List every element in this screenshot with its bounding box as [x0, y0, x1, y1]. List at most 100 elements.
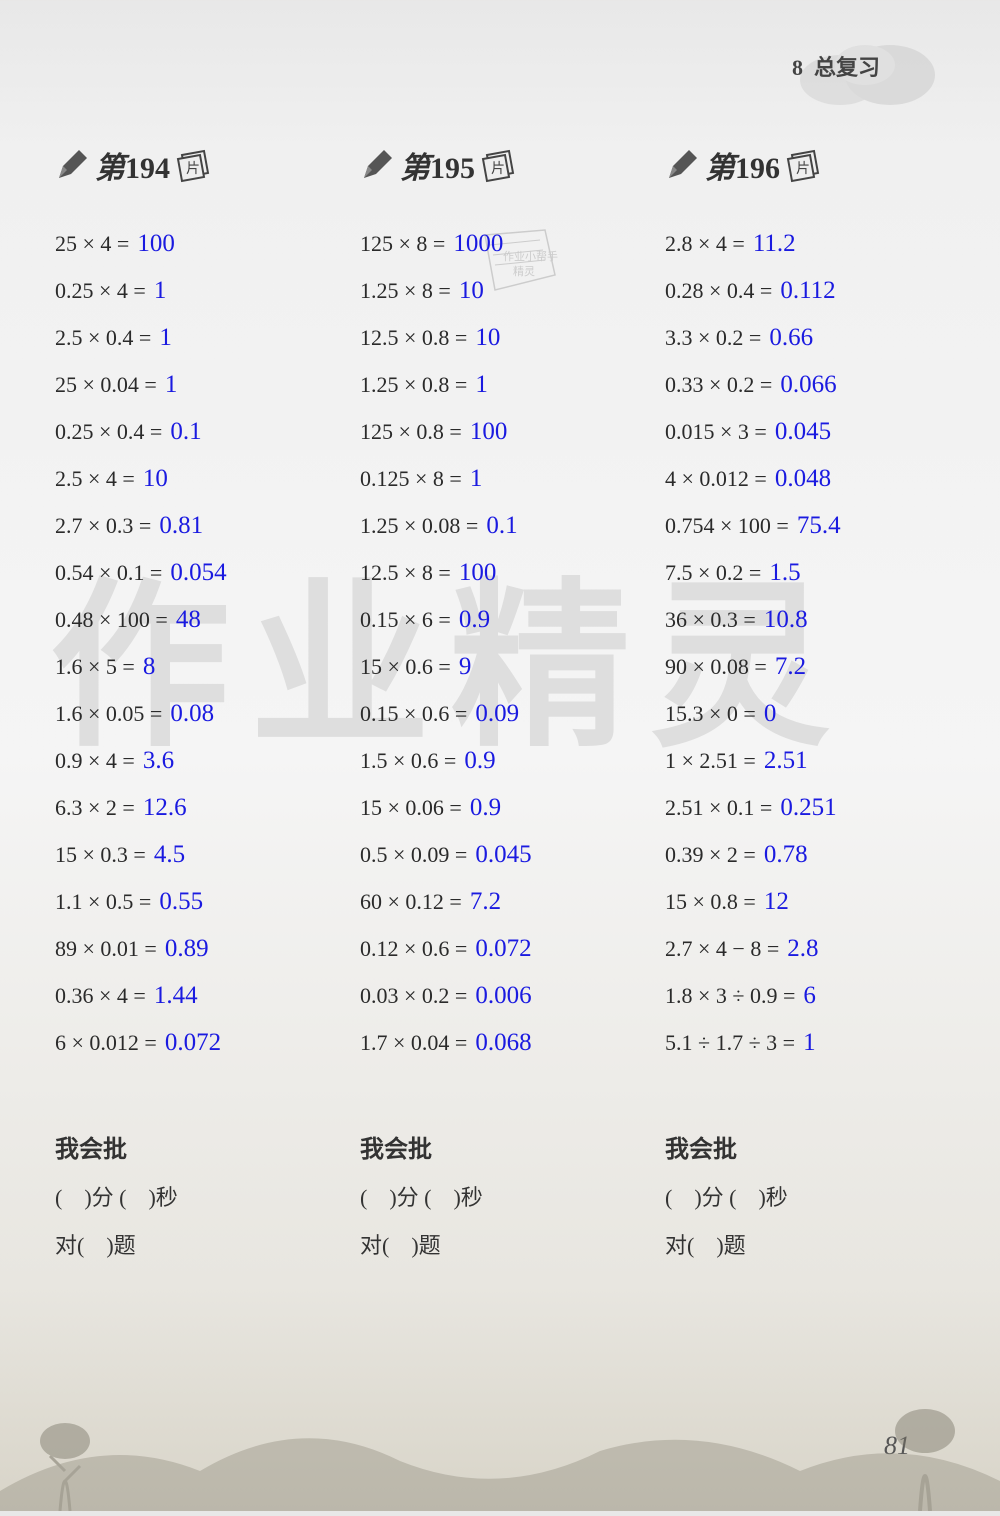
problem-row: 6 × 0.012 =0.072: [55, 1019, 350, 1066]
expression: 1.6 × 5 =: [55, 643, 135, 690]
problem-row: 90 × 0.08 =7.2: [665, 643, 960, 690]
answer: 9: [459, 643, 472, 690]
pencil-icon: [55, 148, 89, 182]
expression: 0.25 × 0.4 =: [55, 408, 162, 455]
rows: 2.8 × 4 =11.20.28 × 0.4 =0.1123.3 × 0.2 …: [665, 220, 960, 1066]
expression: 25 × 0.04 =: [55, 361, 157, 408]
answer: 0.9: [470, 784, 501, 831]
problem-row: 2.5 × 0.4 =1: [55, 314, 350, 361]
column-0: 第194 片 25 × 4 =1000.25 × 4 =12.5 × 0.4 =…: [55, 140, 350, 1270]
page-num: 195: [430, 152, 475, 186]
problem-row: 0.25 × 0.4 =0.1: [55, 408, 350, 455]
expression: 0.125 × 8 =: [360, 455, 462, 502]
grading-block: 我会批( )分 ( )秒对( )题: [665, 1126, 960, 1270]
expression: 25 × 4 =: [55, 220, 129, 267]
problem-row: 15 × 0.3 =4.5: [55, 831, 350, 878]
answer: 1: [159, 314, 172, 361]
page-header: 8 总复习: [792, 50, 880, 82]
problem-row: 1.25 × 8 =10: [360, 267, 655, 314]
problem-row: 0.9 × 4 = 3.6: [55, 737, 350, 784]
expression: 0.54 × 0.1 =: [55, 549, 162, 596]
problem-row: 1.1 × 0.5 =0.55: [55, 878, 350, 925]
answer: 100: [137, 220, 175, 267]
expression: 4 × 0.012 =: [665, 455, 767, 502]
problem-row: 15 × 0.06 =0.9: [360, 784, 655, 831]
unit-number: 8: [792, 55, 803, 80]
expression: 7.5 × 0.2 =: [665, 549, 761, 596]
expression: 89 × 0.01 =: [55, 925, 157, 972]
grading-time: ( )分 ( )秒: [55, 1174, 350, 1222]
card-icon: 片: [176, 147, 212, 183]
page-label: 第194: [95, 143, 170, 187]
answer: 48: [176, 596, 201, 643]
grading-time: ( )分 ( )秒: [360, 1174, 655, 1222]
expression: 125 × 8 =: [360, 220, 445, 267]
problem-row: 6.3 × 2 =12.6: [55, 784, 350, 831]
answer: 1: [475, 361, 488, 408]
problem-row: 12.5 × 0.8 =10: [360, 314, 655, 361]
answer: 12.6: [143, 784, 187, 831]
answer: 8: [143, 643, 156, 690]
column-1: 第195 片 125 × 8 =10001.25 × 8 =1012.5 × 0…: [360, 140, 655, 1270]
answer: 3.6: [143, 737, 174, 784]
answer: 0.9: [464, 737, 495, 784]
answer: 0.072: [165, 1019, 221, 1066]
problem-row: 0.12 × 0.6 =0.072: [360, 925, 655, 972]
grading-block: 我会批( )分 ( )秒对( )题: [55, 1126, 350, 1270]
problem-row: 2.51 × 0.1 =0.251: [665, 784, 960, 831]
expression: 15 × 0.8 =: [665, 878, 756, 925]
expression: 2.8 × 4 =: [665, 220, 745, 267]
problem-row: 25 × 4 =100: [55, 220, 350, 267]
answer: 7.2: [775, 643, 806, 690]
answer: 0.112: [780, 267, 835, 314]
problem-row: 0.754 × 100 =75.4: [665, 502, 960, 549]
expression: 2.51 × 0.1 =: [665, 784, 772, 831]
grading-correct: 对( )题: [55, 1222, 350, 1270]
problem-row: 0.5 × 0.09 =0.045: [360, 831, 655, 878]
problem-row: 7.5 × 0.2 = 1.5: [665, 549, 960, 596]
page-num: 196: [735, 152, 780, 186]
answer: 10.8: [764, 596, 808, 643]
problem-row: 0.25 × 4 =1: [55, 267, 350, 314]
expression: 1 × 2.51 =: [665, 737, 756, 784]
answer: 75.4: [797, 502, 841, 549]
answer: 0: [764, 690, 777, 737]
problem-row: 1.6 × 0.05 =0.08: [55, 690, 350, 737]
answer: 1000: [453, 220, 503, 267]
expression: 0.33 × 0.2 =: [665, 361, 772, 408]
answer: 4.5: [154, 831, 185, 878]
expression: 1.25 × 0.08 =: [360, 502, 478, 549]
problem-row: 1.7 × 0.04 =0.068: [360, 1019, 655, 1066]
answer: 100: [470, 408, 508, 455]
expression: 15.3 × 0 =: [665, 690, 756, 737]
expression: 1.8 × 3 ÷ 0.9 =: [665, 972, 795, 1019]
answer: 2.8: [787, 925, 818, 972]
problem-row: 1.8 × 3 ÷ 0.9 =6: [665, 972, 960, 1019]
answer: 0.006: [475, 972, 531, 1019]
problem-row: 1.25 × 0.08 =0.1: [360, 502, 655, 549]
grading-correct: 对( )题: [665, 1222, 960, 1270]
expression: 0.15 × 6 =: [360, 596, 451, 643]
grading-block: 我会批( )分 ( )秒对( )题: [360, 1126, 655, 1270]
expression: 2.7 × 4 − 8 =: [665, 925, 779, 972]
expression: 36 × 0.3 =: [665, 596, 756, 643]
expression: 2.5 × 4 =: [55, 455, 135, 502]
expression: 1.7 × 0.04 =: [360, 1019, 467, 1066]
problem-row: 2.8 × 4 =11.2: [665, 220, 960, 267]
expression: 1.5 × 0.6 =: [360, 737, 456, 784]
answer: 0.251: [780, 784, 836, 831]
answer: 1.5: [769, 549, 800, 596]
answer: 11.2: [753, 220, 796, 267]
page-num: 194: [125, 152, 170, 186]
columns-container: 第194 片 25 × 4 =1000.25 × 4 =12.5 × 0.4 =…: [55, 140, 960, 1270]
expression: 0.48 × 100 =: [55, 596, 168, 643]
problem-row: 1.5 × 0.6 = 0.9: [360, 737, 655, 784]
column-header: 第195 片: [360, 140, 655, 190]
expression: 0.9 × 4 =: [55, 737, 135, 784]
page-prefix: 第: [705, 143, 735, 187]
problem-row: 89 × 0.01 =0.89: [55, 925, 350, 972]
rows: 25 × 4 =1000.25 × 4 =12.5 × 0.4 =125 × 0…: [55, 220, 350, 1066]
answer: 1.44: [154, 972, 198, 1019]
rows: 125 × 8 =10001.25 × 8 =1012.5 × 0.8 =101…: [360, 220, 655, 1066]
problem-row: 15 × 0.6 =9: [360, 643, 655, 690]
